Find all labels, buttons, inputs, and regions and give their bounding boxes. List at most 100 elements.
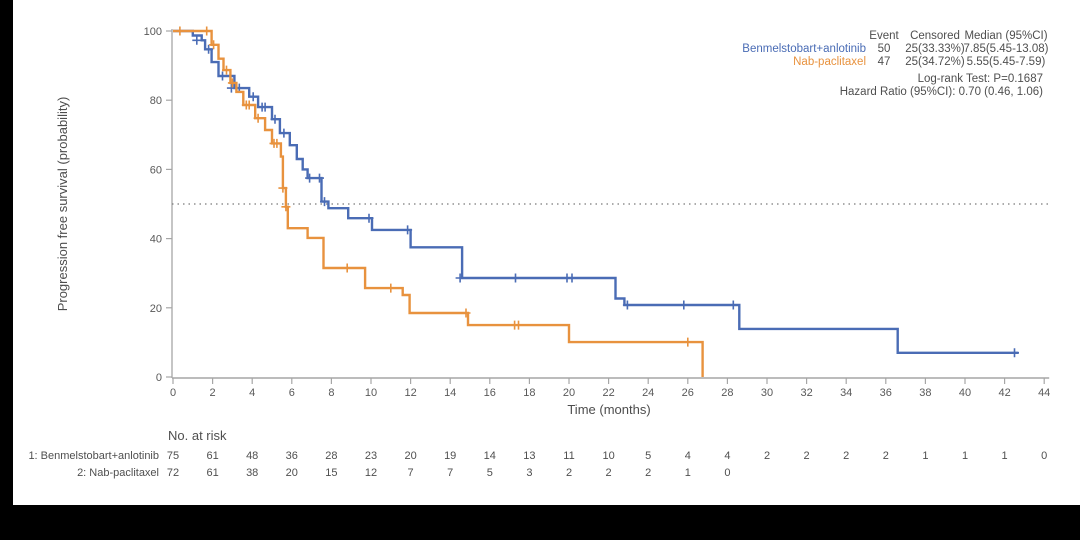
y-tick-label: 20 xyxy=(150,303,162,315)
legend-header-event: Event xyxy=(869,30,899,42)
risk-count: 5 xyxy=(645,450,651,462)
censor-mark-2 xyxy=(253,113,263,123)
risk-count: 3 xyxy=(526,467,532,479)
x-tick-label: 16 xyxy=(484,387,496,399)
risk-count: 7 xyxy=(408,467,414,479)
risk-count: 7 xyxy=(447,467,453,479)
censor-mark-1 xyxy=(270,114,280,124)
x-tick-label: 18 xyxy=(523,387,535,399)
risk-count: 28 xyxy=(325,450,337,462)
risk-count: 12 xyxy=(365,467,377,479)
legend-header-median: Median (95%CI) xyxy=(964,30,1047,42)
censor-mark-1 xyxy=(218,71,227,81)
censor-mark-1 xyxy=(248,92,258,102)
censor-mark-1 xyxy=(192,35,202,45)
risk-count: 2 xyxy=(566,467,572,479)
risk-count: 5 xyxy=(487,467,493,479)
x-tick-label: 30 xyxy=(761,387,773,399)
risk-count: 2 xyxy=(883,450,889,462)
censor-mark-1 xyxy=(305,173,315,183)
risk-count: 1 xyxy=(922,450,928,462)
risk-count: 23 xyxy=(365,450,377,462)
risk-row-label-group1: 1: Benmelstobart+anlotinib xyxy=(28,450,159,462)
risk-count: 4 xyxy=(724,450,730,462)
censor-mark-1 xyxy=(260,102,270,112)
hazard-ratio-text: Hazard Ratio (95%CI): 0.70 (0.46, 1.06) xyxy=(840,86,1043,98)
legend-label-group1: Benmelstobart+anlotinib xyxy=(742,43,866,55)
risk-count: 36 xyxy=(286,450,298,462)
risk-count: 2 xyxy=(645,467,651,479)
censor-mark-1 xyxy=(728,300,738,310)
risk-count: 61 xyxy=(206,467,218,479)
risk-count: 20 xyxy=(404,450,416,462)
risk-count: 1 xyxy=(685,467,691,479)
x-tick-label: 2 xyxy=(210,387,216,399)
censor-mark-1 xyxy=(1010,348,1019,358)
risk-count: 2 xyxy=(764,450,770,462)
censor-mark-2 xyxy=(461,308,471,318)
km-plot-panel: Progression free survival (probability) … xyxy=(13,0,1080,505)
censor-mark-2 xyxy=(683,337,693,347)
risk-count: 2 xyxy=(843,450,849,462)
censor-mark-2 xyxy=(281,202,291,212)
censor-mark-2 xyxy=(278,183,288,193)
survival-curve-1 xyxy=(173,29,1019,354)
censor-mark-2 xyxy=(386,283,396,293)
risk-count: 13 xyxy=(523,450,535,462)
censor-mark-1 xyxy=(403,225,413,235)
x-tick-label: 42 xyxy=(998,387,1010,399)
x-tick-label: 28 xyxy=(721,387,733,399)
x-tick-label: 14 xyxy=(444,387,456,399)
censor-mark-2 xyxy=(272,138,282,148)
legend-censored-group2: 25(34.72%) xyxy=(905,56,965,68)
x-tick-label: 36 xyxy=(880,387,892,399)
x-tick-label: 34 xyxy=(840,387,852,399)
risk-count: 2 xyxy=(606,467,612,479)
censor-mark-1 xyxy=(511,273,520,283)
risk-count: 61 xyxy=(206,450,218,462)
censor-mark-2 xyxy=(222,65,231,75)
x-tick-label: 4 xyxy=(249,387,255,399)
risk-count: 10 xyxy=(602,450,614,462)
x-tick-label: 20 xyxy=(563,387,575,399)
censor-mark-2 xyxy=(227,78,237,88)
x-tick-label: 44 xyxy=(1038,387,1050,399)
x-tick-label: 10 xyxy=(365,387,377,399)
y-tick-label: 60 xyxy=(150,164,162,176)
x-tick-label: 6 xyxy=(289,387,295,399)
km-plot: Progression free survival (probability) … xyxy=(28,26,1051,479)
risk-count: 75 xyxy=(167,450,179,462)
censor-mark-1 xyxy=(679,300,689,310)
risk-count: 0 xyxy=(1041,450,1047,462)
censor-mark-1 xyxy=(364,213,374,223)
censor-mark-1 xyxy=(567,273,577,283)
legend: Event Censored Median (95%CI) Benmelstob… xyxy=(742,30,1048,98)
legend-median-group1: 7.85(5.45-13.08) xyxy=(963,43,1048,55)
censor-mark-2 xyxy=(175,26,185,36)
risk-count: 4 xyxy=(685,450,691,462)
censor-mark-1 xyxy=(622,300,632,310)
legend-label-group2: Nab-paclitaxel xyxy=(793,56,866,68)
x-tick-label: 22 xyxy=(602,387,614,399)
y-tick-label: 100 xyxy=(144,26,162,38)
censor-mark-1 xyxy=(226,83,236,93)
risk-count: 11 xyxy=(563,450,574,462)
legend-header-censored: Censored xyxy=(910,30,960,42)
risk-count: 1 xyxy=(962,450,968,462)
y-tick-label: 80 xyxy=(150,95,162,107)
censor-mark-2 xyxy=(514,320,523,330)
censor-mark-2 xyxy=(202,26,212,36)
censor-mark-2 xyxy=(209,40,219,50)
legend-event-group2: 47 xyxy=(878,56,891,68)
risk-count: 2 xyxy=(804,450,810,462)
x-tick-label: 12 xyxy=(404,387,416,399)
risk-count: 1 xyxy=(1002,450,1008,462)
logrank-test-text: Log-rank Test: P=0.1687 xyxy=(918,73,1043,85)
censor-mark-2 xyxy=(342,263,352,273)
y-tick-label: 0 xyxy=(156,372,162,384)
risk-table-title: No. at risk xyxy=(168,428,227,443)
censor-mark-1 xyxy=(279,128,289,138)
y-tick-label: 40 xyxy=(150,234,162,246)
